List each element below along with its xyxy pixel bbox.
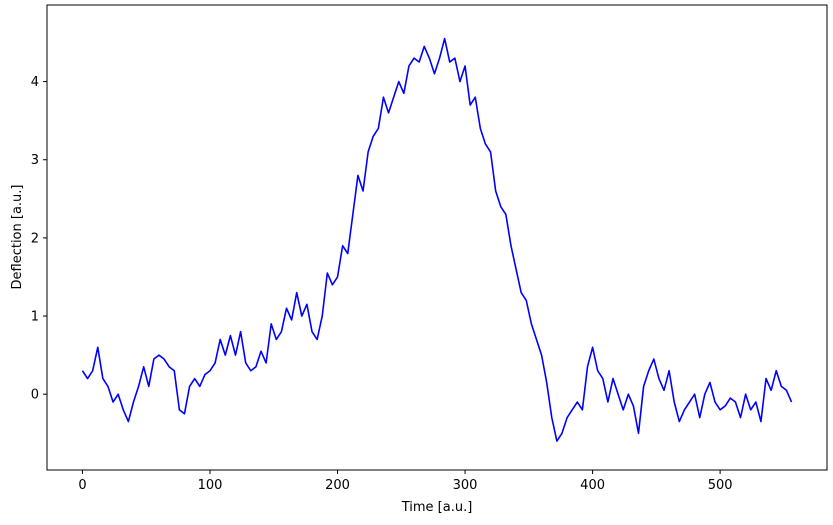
y-tick-label: 2 bbox=[31, 231, 39, 246]
plot-frame bbox=[46, 4, 828, 471]
x-tick-label: 400 bbox=[580, 478, 605, 493]
x-tick-label: 300 bbox=[453, 478, 478, 493]
x-tick-label: 100 bbox=[198, 478, 223, 493]
x-axis-label: Time [a.u.] bbox=[401, 500, 473, 515]
x-tick-label: 500 bbox=[708, 478, 733, 493]
x-tick-label: 200 bbox=[325, 478, 350, 493]
x-tick-label: 0 bbox=[78, 478, 86, 493]
y-axis-label: Deflection [a.u.] bbox=[10, 185, 25, 290]
data-line bbox=[81, 37, 793, 442]
y-tick-label: 3 bbox=[31, 153, 39, 168]
y-tick-label: 0 bbox=[31, 388, 39, 403]
y-tick-label: 1 bbox=[31, 310, 39, 325]
y-tick-label: 4 bbox=[31, 75, 39, 90]
